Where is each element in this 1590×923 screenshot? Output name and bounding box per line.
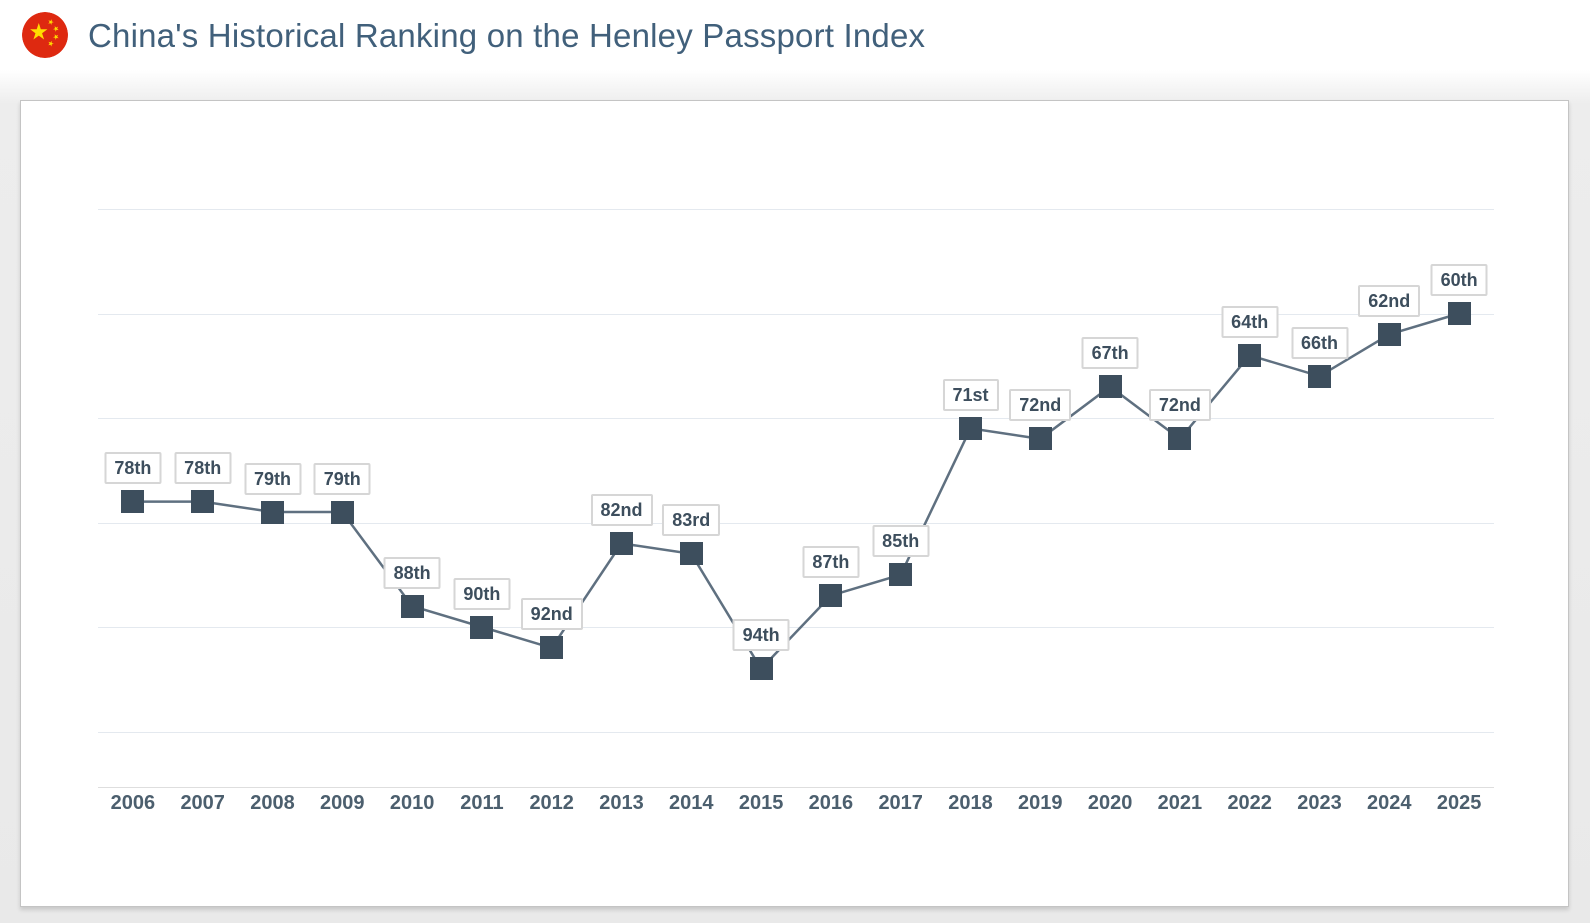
x-axis-label: 2010 bbox=[389, 792, 435, 814]
data-label: 79th bbox=[313, 462, 371, 495]
data-label: 94th bbox=[732, 619, 790, 652]
data-point-marker[interactable] bbox=[1028, 427, 1052, 451]
data-label: 72nd bbox=[1148, 389, 1211, 422]
header: China's Historical Ranking on the Henley… bbox=[0, 0, 1590, 62]
x-axis-label: 2015 bbox=[738, 792, 784, 814]
data-point-marker[interactable] bbox=[1168, 427, 1192, 451]
x-axis-label: 2017 bbox=[878, 792, 923, 814]
x-axis-label: 2021 bbox=[1157, 792, 1203, 814]
x-axis-label: 2012 bbox=[529, 792, 574, 814]
x-axis-label: 2011 bbox=[460, 792, 504, 814]
ranking-line-chart: 78th 78th 79th 79th 88th 90th 92nd 82nd 83rd 94th… bbox=[21, 101, 1568, 906]
data-point-marker[interactable] bbox=[1098, 375, 1122, 399]
x-axis-label: 2009 bbox=[320, 792, 365, 814]
x-axis-label: 2007 bbox=[180, 792, 225, 814]
data-label: 92nd bbox=[520, 598, 583, 631]
gridline bbox=[98, 209, 1494, 210]
data-label: 64th bbox=[1221, 305, 1279, 338]
x-axis-label: 2016 bbox=[808, 792, 854, 814]
x-axis-label: 2013 bbox=[599, 792, 644, 814]
data-point-marker[interactable] bbox=[889, 563, 913, 587]
data-label: 83rd bbox=[662, 504, 721, 537]
china-flag-svg bbox=[22, 12, 68, 58]
data-label: 87th bbox=[802, 546, 860, 579]
data-point-marker[interactable] bbox=[1447, 302, 1471, 325]
data-point-marker[interactable] bbox=[540, 636, 564, 660]
x-axis-label: 2020 bbox=[1087, 792, 1133, 814]
x-axis-label: 2023 bbox=[1297, 792, 1342, 814]
x-axis-label: 2019 bbox=[1018, 792, 1063, 814]
gridline bbox=[98, 313, 1494, 315]
data-label: 60th bbox=[1430, 264, 1488, 296]
x-axis-label: 2024 bbox=[1367, 792, 1412, 814]
gridline bbox=[98, 418, 1494, 419]
x-axis-label: 2006 bbox=[110, 792, 156, 814]
gridline bbox=[98, 731, 1494, 733]
data-label: 82nd bbox=[590, 493, 653, 526]
data-label: 85th bbox=[872, 525, 930, 558]
data-point-marker[interactable] bbox=[1308, 364, 1331, 388]
data-point-marker[interactable] bbox=[191, 490, 215, 514]
data-label: 62nd bbox=[1358, 284, 1421, 317]
x-axis-label: 2008 bbox=[250, 792, 295, 814]
x-axis-label: 2022 bbox=[1227, 792, 1272, 814]
data-point-marker[interactable] bbox=[819, 584, 843, 608]
data-point-marker[interactable] bbox=[610, 531, 633, 555]
chart-card: 78th 78th 79th 79th 88th 90th 92nd 82nd 83rd 94th… bbox=[20, 100, 1569, 907]
x-axis-line bbox=[98, 787, 1494, 788]
page-title: China's Historical Ranking on the Henley… bbox=[88, 17, 926, 54]
x-axis-label: 2025 bbox=[1436, 792, 1482, 814]
data-point-marker[interactable] bbox=[470, 615, 494, 639]
data-point-marker[interactable] bbox=[1238, 343, 1262, 367]
data-point-marker[interactable] bbox=[121, 490, 145, 514]
data-label: 88th bbox=[383, 556, 441, 589]
data-label: 90th bbox=[453, 577, 511, 610]
china-flag-icon bbox=[22, 12, 68, 58]
data-label: 79th bbox=[243, 462, 302, 495]
data-label: 71st bbox=[942, 378, 999, 411]
data-point-marker[interactable] bbox=[261, 500, 284, 524]
data-point-marker[interactable] bbox=[330, 500, 354, 524]
data-label: 72nd bbox=[1009, 389, 1072, 422]
x-axis-label: 2014 bbox=[669, 792, 714, 814]
gridline bbox=[98, 627, 1494, 628]
data-point-marker[interactable] bbox=[749, 657, 773, 681]
x-axis-label: 2018 bbox=[948, 792, 993, 814]
data-label: 78th bbox=[104, 452, 162, 485]
data-point-marker[interactable] bbox=[679, 542, 703, 566]
data-label: 78th bbox=[174, 452, 232, 485]
data-point-marker[interactable] bbox=[959, 416, 982, 440]
gridline bbox=[98, 522, 1494, 524]
data-label: 66th bbox=[1290, 326, 1349, 359]
data-point-marker[interactable] bbox=[1377, 322, 1401, 346]
data-point-marker[interactable] bbox=[400, 594, 424, 618]
data-label: 67th bbox=[1081, 337, 1139, 370]
